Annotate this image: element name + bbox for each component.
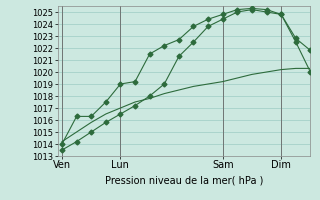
X-axis label: Pression niveau de la mer( hPa ): Pression niveau de la mer( hPa ) <box>105 176 263 186</box>
